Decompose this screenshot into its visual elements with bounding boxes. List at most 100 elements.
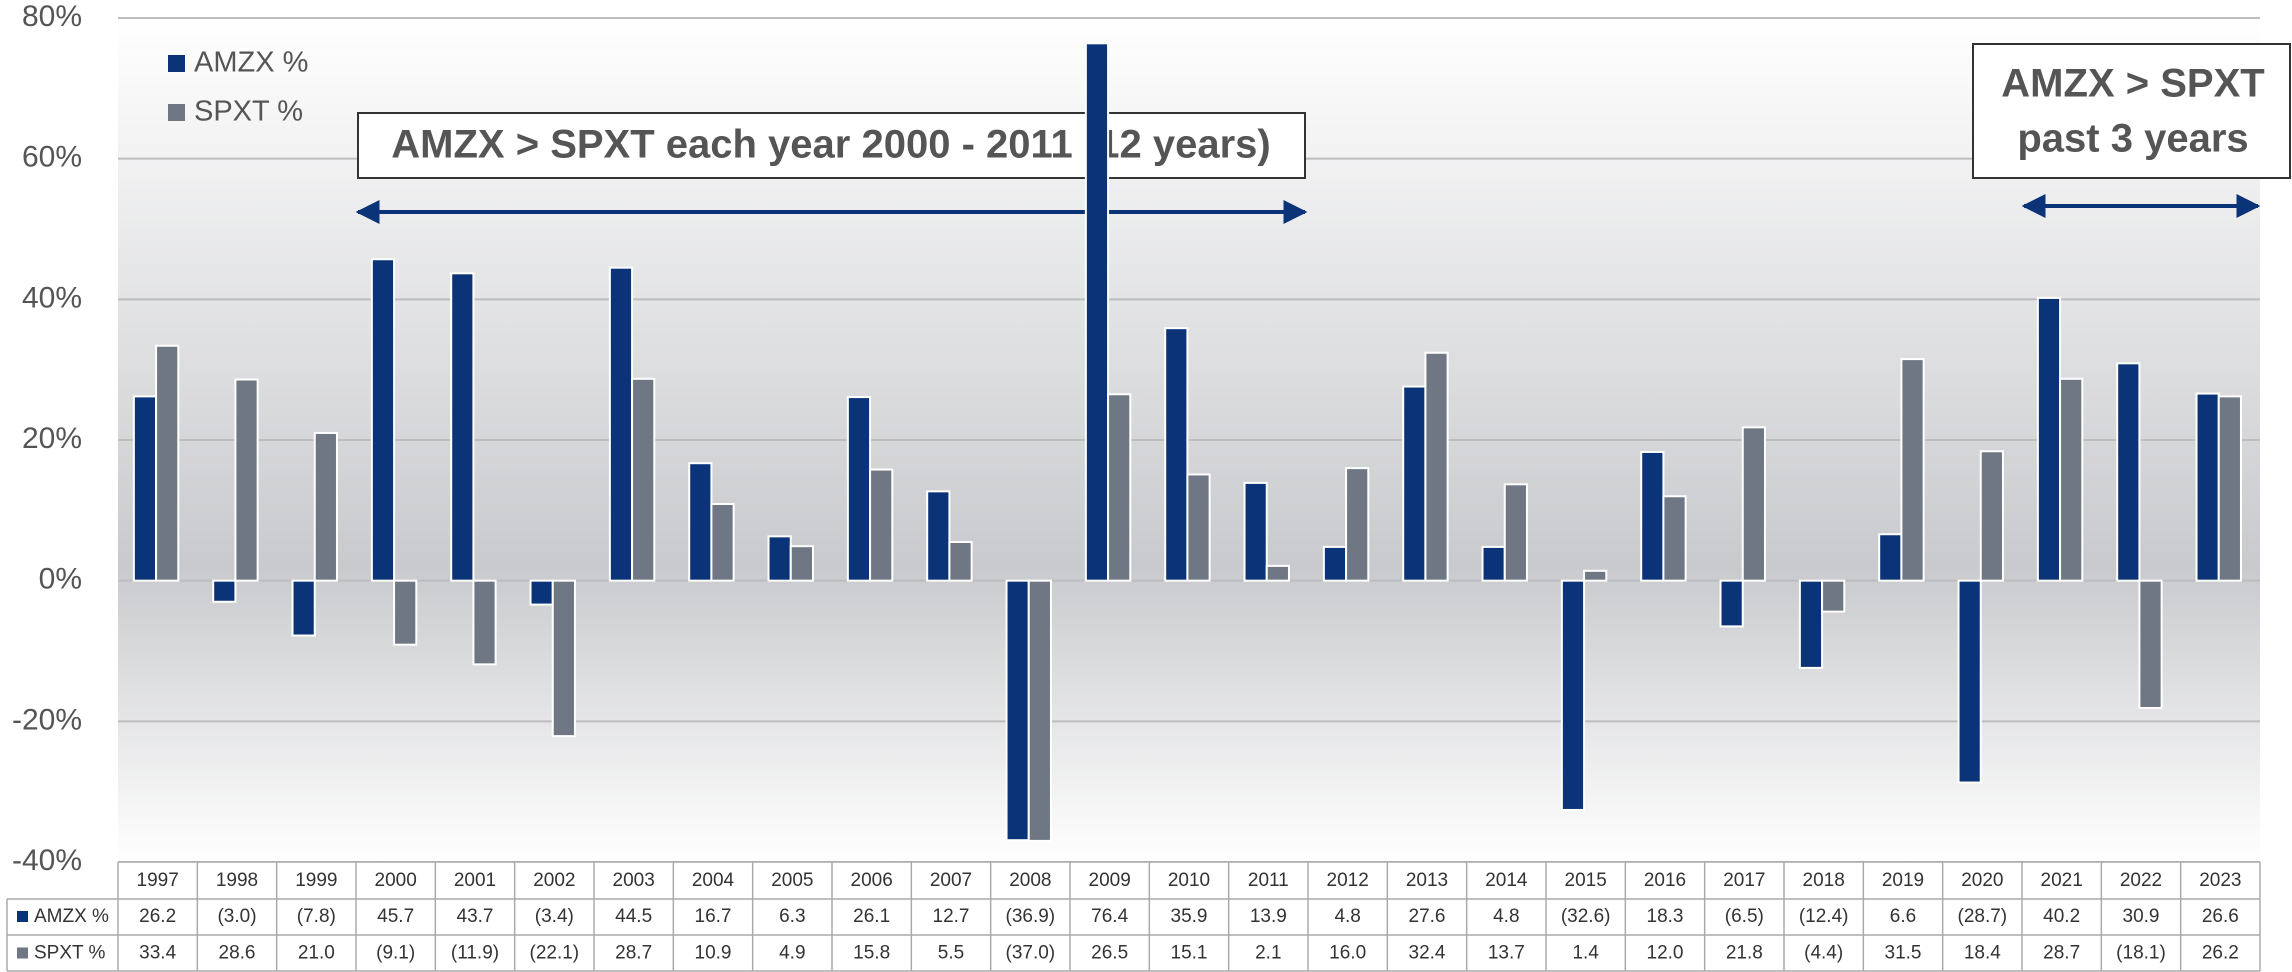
table-cell: 30.9 — [2123, 906, 2160, 927]
annotation: AMZX > SPXT — [2001, 62, 2264, 106]
bar — [1957, 579, 1982, 784]
x-tick-label: 2015 — [1565, 870, 1607, 891]
table-cell: 13.7 — [1488, 943, 1525, 964]
table-cell: 43.7 — [457, 906, 494, 927]
table-cell: 40.2 — [2043, 906, 2080, 927]
table-cell: (32.6) — [1561, 906, 1611, 927]
bar — [1164, 327, 1189, 582]
table-cell: 4.9 — [779, 943, 805, 964]
table-cell: 28.6 — [219, 943, 256, 964]
bar — [1243, 481, 1268, 582]
bar — [313, 431, 338, 582]
table-cell: 12.0 — [1647, 943, 1684, 964]
table-cell: (6.5) — [1725, 906, 1764, 927]
table-cell: 26.5 — [1091, 943, 1128, 964]
bar — [1798, 579, 1824, 669]
table-cell: (22.1) — [530, 943, 580, 964]
bar — [1741, 426, 1766, 582]
table-cell: 35.9 — [1171, 906, 1208, 927]
bar — [1322, 545, 1348, 582]
bar — [710, 503, 735, 582]
x-tick-label: 2023 — [2199, 870, 2241, 891]
y-tick-label: -40% — [12, 844, 82, 877]
table-cell: 4.8 — [1334, 906, 1360, 927]
bar — [2138, 579, 2163, 709]
table-cell: 28.7 — [2043, 943, 2080, 964]
bar — [846, 396, 872, 582]
table-cell: 16.0 — [1329, 943, 1366, 964]
annotation: AMZX > SPXT each year 2000 - 2011 (12 ye… — [391, 123, 1270, 167]
bar — [1979, 450, 2004, 582]
table-cell: 15.8 — [853, 943, 890, 964]
x-tick-label: 2019 — [1882, 870, 1924, 891]
x-tick-label: 2009 — [1089, 870, 1131, 891]
legend-label: SPXT % — [194, 96, 303, 128]
table-cell: 31.5 — [1885, 943, 1922, 964]
x-tick-label: 2012 — [1327, 870, 1369, 891]
x-tick-label: 2006 — [851, 870, 893, 891]
table — [118, 862, 2260, 972]
bar — [631, 377, 656, 582]
bar — [1107, 393, 1132, 582]
x-tick-label: 1998 — [216, 870, 258, 891]
table-cell: 26.1 — [853, 906, 890, 927]
bar — [450, 272, 475, 582]
bar — [1662, 495, 1687, 582]
y-tick-label: 0% — [39, 563, 82, 596]
table-cell: (18.1) — [2116, 943, 2166, 964]
table-cell: 5.5 — [938, 943, 964, 964]
bar — [608, 266, 634, 582]
table-cell: 28.7 — [615, 943, 652, 964]
bar — [234, 378, 259, 582]
x-tick-label: 2018 — [1803, 870, 1845, 891]
table-cell: 2.1 — [1255, 943, 1281, 964]
bar — [2217, 395, 2242, 582]
x-tick-label: 2014 — [1485, 870, 1528, 891]
table-cell: 76.4 — [1091, 906, 1128, 927]
table-cell: (37.0) — [1006, 943, 1056, 964]
table-cell: (28.7) — [1958, 906, 2008, 927]
bar — [291, 579, 316, 637]
x-tick-label: 1997 — [137, 870, 179, 891]
table-cell: 12.7 — [933, 906, 970, 927]
bar — [2036, 296, 2062, 582]
table-cell: 10.9 — [695, 943, 732, 964]
table-cell: (4.4) — [1804, 943, 1843, 964]
x-tick-label: 2021 — [2041, 870, 2083, 891]
table-cell: (36.9) — [1006, 906, 1056, 927]
table-swatch — [17, 947, 28, 959]
bar — [1186, 473, 1211, 582]
bar — [212, 579, 237, 603]
annotation: past 3 years — [2017, 117, 2248, 161]
table-cell: 13.9 — [1250, 906, 1287, 927]
bar — [132, 395, 158, 582]
x-tick-label: 2011 — [1248, 870, 1289, 891]
bar — [2195, 392, 2220, 582]
x-tick-label: 2007 — [930, 870, 972, 891]
y-tick-label: 60% — [22, 141, 82, 174]
legend-swatch — [168, 55, 185, 72]
y-tick-label: 20% — [22, 422, 82, 455]
table-cell: 4.8 — [1493, 906, 1519, 927]
table-cell: 18.4 — [1964, 943, 2001, 964]
table-cell: 45.7 — [377, 906, 414, 927]
table-cell: 1.4 — [1572, 943, 1599, 964]
bar — [948, 540, 973, 582]
bar — [2116, 362, 2141, 582]
x-tick-label: 2020 — [1961, 870, 2003, 891]
bar — [1005, 579, 1030, 842]
table-cell: (3.0) — [217, 906, 256, 927]
table-swatch — [17, 911, 28, 922]
bar — [1878, 533, 1903, 582]
y-tick-label: 40% — [22, 281, 82, 314]
x-tick-label: 2008 — [1009, 870, 1051, 891]
bar — [1481, 545, 1506, 582]
x-tick-label: 2022 — [2120, 870, 2162, 891]
bar — [155, 344, 180, 582]
table-cell: (12.4) — [1799, 906, 1849, 927]
bar — [1821, 579, 1846, 613]
bar — [1265, 564, 1290, 582]
table-cell: 32.4 — [1409, 943, 1446, 964]
bar — [1503, 483, 1528, 582]
